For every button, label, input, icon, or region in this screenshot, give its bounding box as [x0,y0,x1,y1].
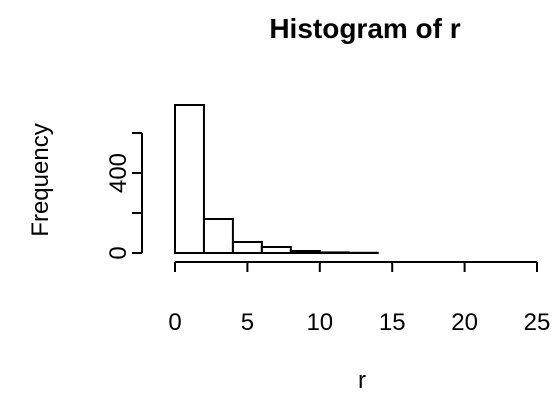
x-tick-label: 10 [306,309,333,336]
histogram-bar [231,241,263,254]
histogram-bar [202,218,234,254]
x-axis-label: r [358,367,366,394]
x-axis: 0 5 10 15 20 25 [168,261,551,336]
y-tick-label: 0 [105,246,132,259]
bars-group [174,104,379,255]
x-tick-label: 5 [241,309,254,336]
y-tick-label: 400 [105,153,132,193]
y-axis-label: Frequency [27,123,54,236]
x-tick-label: 0 [168,309,181,336]
x-tick-label: 25 [524,309,551,336]
histogram-bar [174,104,205,254]
histogram-bar [289,250,321,254]
x-tick-label: 20 [451,309,478,336]
histogram-bar [318,251,350,254]
x-tick-label: 15 [379,309,406,336]
y-axis: 0 400 [105,132,143,260]
histogram-bar [260,246,292,254]
chart-title: Histogram of r [269,13,460,44]
